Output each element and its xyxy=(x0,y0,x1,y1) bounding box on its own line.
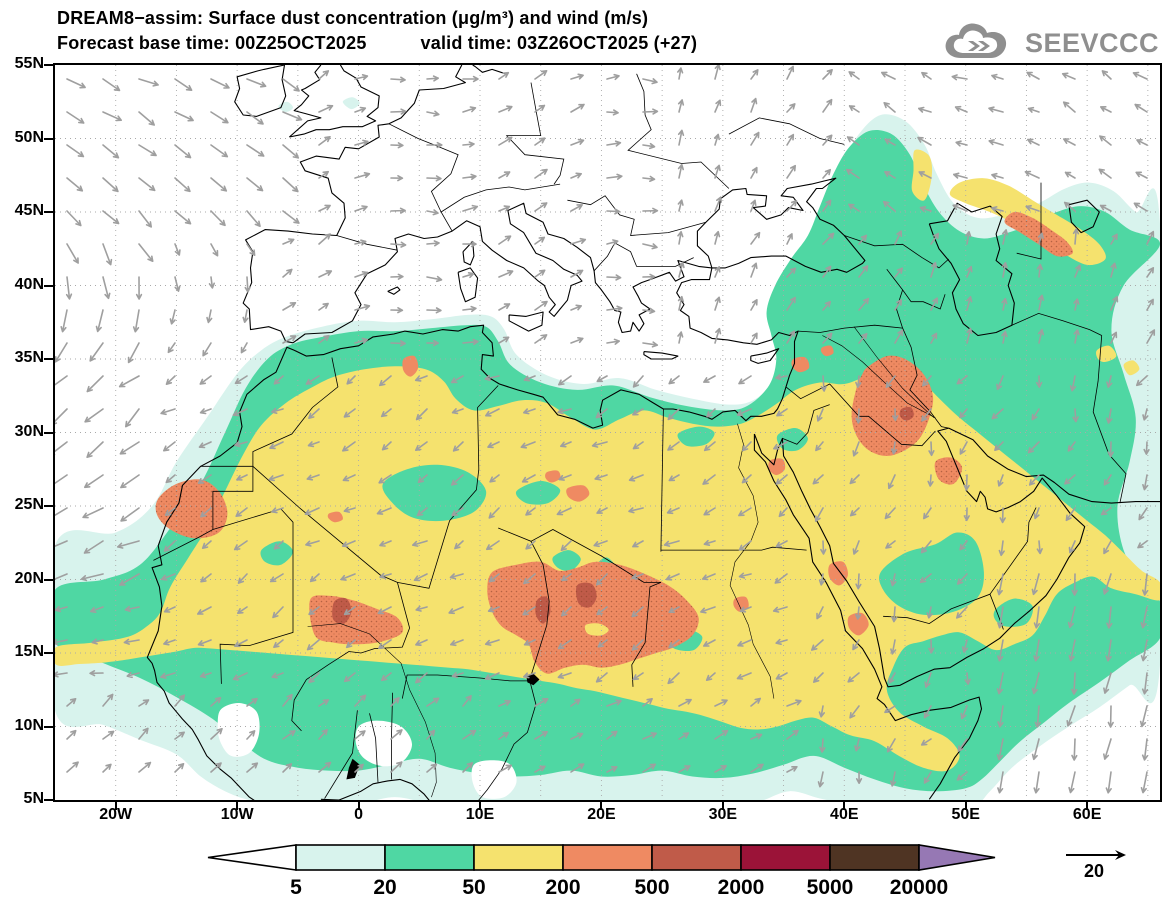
lon-label: 10E xyxy=(465,806,495,823)
lon-label: 40E xyxy=(830,806,859,823)
lat-label: 30N xyxy=(14,422,44,440)
lat-tick xyxy=(44,431,53,434)
lon-label: 20W xyxy=(99,806,133,823)
rivers xyxy=(307,326,936,798)
lon-label: 20E xyxy=(587,806,616,823)
lat-tick xyxy=(44,652,53,654)
dust-map xyxy=(45,63,1164,811)
lon-label: 60E xyxy=(1072,806,1102,823)
lon-label: 0 xyxy=(354,806,364,823)
map-frame xyxy=(45,63,1164,811)
lat-tick xyxy=(44,725,53,728)
legend-cell xyxy=(562,844,653,871)
lat-label: 5N xyxy=(23,790,44,807)
forecast-base-time: Forecast base time: 00Z25OCT2025 xyxy=(57,33,367,53)
lon-label: 10W xyxy=(220,806,254,823)
lat-label: 40N xyxy=(14,275,44,293)
lon-tick xyxy=(236,802,239,810)
header: DREAM8−assim: Surface dust concentration… xyxy=(57,8,697,54)
lat-label: 20N xyxy=(14,569,44,587)
lon-tick xyxy=(114,802,117,810)
wind-reference-arrow-icon xyxy=(1115,850,1126,860)
seevccc-logo: SEEVCCC xyxy=(941,18,1159,69)
lon-label: 30E xyxy=(708,806,738,823)
lon-tick xyxy=(357,802,360,810)
lon-tick xyxy=(721,802,724,810)
coastlines xyxy=(146,64,1160,807)
legend-cell xyxy=(740,844,831,871)
legend-cell xyxy=(295,844,386,871)
legend-value: 2000 xyxy=(718,876,765,899)
legend-value: 5000 xyxy=(807,876,854,899)
logo-text: SEEVCCC xyxy=(1024,28,1159,58)
wind-reference: 20 xyxy=(1066,850,1126,881)
legend-value: 200 xyxy=(545,876,580,899)
valid-time: valid time: 03Z26OCT2025 (+27) xyxy=(420,33,698,53)
cloud-icon xyxy=(941,18,1019,69)
lat-label: 25N xyxy=(14,496,44,513)
lat-label: 15N xyxy=(14,643,44,660)
legend-cell xyxy=(473,844,564,871)
lat-label: 10N xyxy=(14,716,44,734)
lon-tick xyxy=(600,802,603,810)
lat-tick xyxy=(44,505,53,507)
lat-tick xyxy=(44,799,53,801)
lat-label: 50N xyxy=(14,128,44,146)
lon-tick xyxy=(964,802,967,810)
lat-tick xyxy=(44,137,53,140)
lat-tick xyxy=(44,64,53,66)
legend-cell xyxy=(384,844,475,871)
wind-vectors xyxy=(45,63,1156,794)
lon-label: 50E xyxy=(951,806,980,823)
legend-value: 20000 xyxy=(890,876,948,899)
page-subtitle: Forecast base time: 00Z25OCT2025 valid ti… xyxy=(57,33,697,54)
legend-value: 5 xyxy=(290,876,302,899)
lon-tick xyxy=(843,802,846,810)
legend-value: 50 xyxy=(462,876,485,899)
legend-value: 20 xyxy=(373,876,396,899)
wind-reference-value: 20 xyxy=(1084,861,1104,881)
lat-tick xyxy=(44,358,53,360)
dust-field xyxy=(48,97,1164,811)
legend-arrow-low xyxy=(207,844,297,871)
lon-tick xyxy=(478,802,481,810)
legend-cell xyxy=(829,844,920,871)
lat-tick xyxy=(44,211,53,213)
page-title: DREAM8−assim: Surface dust concentration… xyxy=(57,8,649,28)
lat-tick xyxy=(44,284,53,287)
lat-label: 35N xyxy=(14,349,44,366)
lon-tick xyxy=(1086,802,1089,810)
lat-label: 55N xyxy=(14,55,44,72)
lat-tick xyxy=(44,578,53,581)
lat-label: 45N xyxy=(14,202,44,219)
legend-cell xyxy=(651,844,742,871)
colorbar-legend: 5 20 50 200 500 2000 5000 20000 xyxy=(207,844,996,899)
legend-value: 500 xyxy=(634,876,669,899)
legend-arrow-high xyxy=(918,844,996,871)
